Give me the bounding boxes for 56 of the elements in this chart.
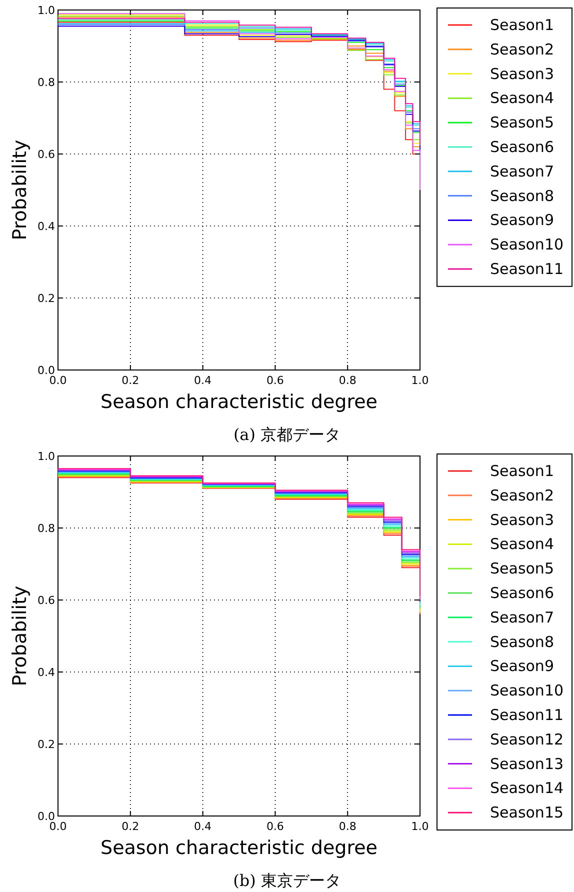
y-tick-label: 0.4 — [38, 666, 55, 679]
legend-label: Season10 — [490, 236, 564, 254]
legend-label: Season9 — [490, 211, 554, 230]
legend-label: Season7 — [490, 608, 554, 626]
legend-label: Season3 — [490, 64, 554, 83]
y-tick-label: 0.0 — [38, 810, 55, 823]
legend-label: Season2 — [490, 40, 554, 58]
y-tick-label: 0.6 — [38, 594, 55, 607]
x-tick-label: 0.6 — [266, 374, 284, 387]
y-tick-label: 0.2 — [38, 738, 55, 751]
x-tick-label: 1.0 — [411, 374, 429, 387]
legend-label: Season14 — [490, 779, 564, 798]
x-tick-label: 0.4 — [194, 820, 212, 833]
y-tick-label: 0.0 — [38, 364, 55, 377]
legend-label: Season13 — [490, 754, 564, 773]
x-tick-label: 0.6 — [266, 820, 284, 833]
y-tick-label: 0.8 — [38, 76, 55, 89]
legend-label: Season2 — [490, 486, 554, 504]
x-axis-title: Season characteristic degree — [100, 837, 378, 859]
legend-label: Season6 — [490, 584, 554, 602]
legend-label: Season11 — [490, 706, 564, 724]
y-tick-label: 0.6 — [38, 148, 55, 161]
legend-label: Season1 — [490, 16, 554, 34]
y-axis-title: Probability — [9, 140, 31, 240]
y-tick-label: 1.0 — [38, 450, 55, 463]
x-tick-label: 0.8 — [338, 374, 356, 387]
legend-label: Season11 — [490, 260, 564, 278]
text: (a) 京都データ — [233, 425, 341, 444]
legend-label: Season7 — [490, 162, 554, 180]
y-tick-label: 1.0 — [38, 4, 55, 17]
y-tick-label: 0.2 — [38, 292, 55, 305]
legend-label: Season5 — [490, 560, 554, 578]
legend-label: Season9 — [490, 657, 554, 676]
y-tick-label: 0.4 — [38, 220, 55, 233]
x-axis-title: Season characteristic degree — [100, 391, 378, 413]
legend-label: Season10 — [490, 682, 564, 700]
legend-label: Season4 — [490, 535, 554, 554]
y-axis-title: Probability — [9, 586, 31, 686]
legend-label: Season1 — [490, 462, 554, 480]
legend-label: Season8 — [490, 632, 554, 651]
y-tick-label: 0.8 — [38, 522, 55, 535]
legend-label: Season4 — [490, 89, 554, 108]
x-tick-label: 0.2 — [122, 374, 140, 387]
legend-label: Season8 — [490, 186, 554, 205]
x-tick-label: 0.8 — [338, 820, 356, 833]
text: (b) 東京データ — [233, 871, 341, 890]
x-tick-label: 0.0 — [49, 820, 67, 833]
x-tick-label: 0.2 — [122, 820, 140, 833]
x-tick-label: 1.0 — [411, 820, 429, 833]
legend-label: Season15 — [490, 804, 564, 822]
x-tick-label: 0.4 — [194, 374, 212, 387]
legend-label: Season6 — [490, 138, 554, 156]
legend-label: Season5 — [490, 114, 554, 132]
x-tick-label: 0.0 — [49, 374, 67, 387]
legend-label: Season12 — [490, 730, 564, 748]
legend-label: Season3 — [490, 510, 554, 529]
